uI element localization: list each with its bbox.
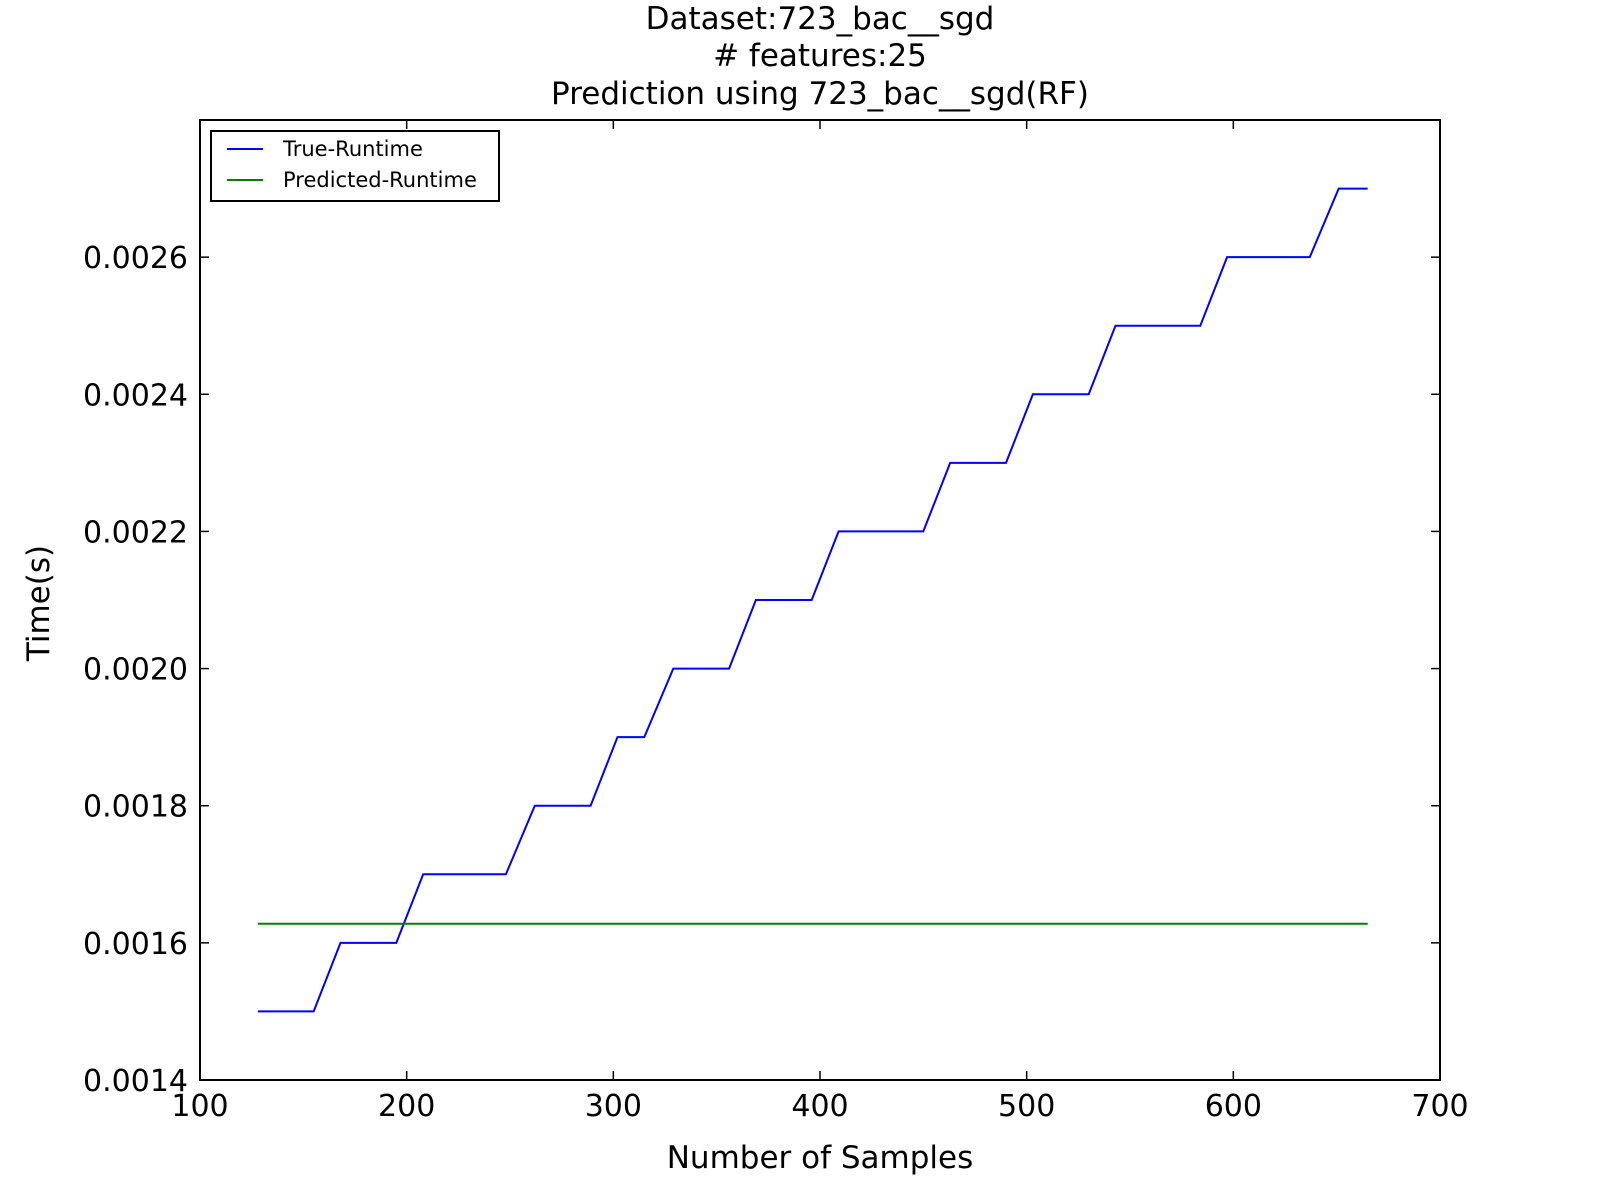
y-axis-ticks: 0.0014 0.0016 0.0018 0.0020 0.0022 0.0024 0.00… — [83, 241, 1440, 1099]
y-tick-label: 0.0024 — [83, 378, 188, 413]
x-tick-label: 300 — [585, 1089, 642, 1124]
x-tick-label: 600 — [1205, 1089, 1262, 1124]
legend: True-Runtime Predicted-Runtime — [210, 130, 500, 202]
x-axis-label: Number of Samples — [667, 1140, 974, 1176]
x-tick-label: 500 — [998, 1089, 1055, 1124]
chart-title-line-3: Prediction using 723_bac__sgd(RF) — [551, 76, 1089, 112]
y-tick-label: 0.0016 — [83, 927, 188, 962]
y-tick-label: 0.0018 — [83, 790, 188, 825]
x-tick-label: 200 — [378, 1089, 435, 1124]
y-tick-label: 0.0026 — [83, 241, 188, 276]
chart-title-line-1: Dataset:723_bac__sgd — [646, 1, 995, 37]
x-axis-ticks: 100 200 300 400 500 600 700 — [171, 120, 1469, 1124]
series-line-true-runtime — [257, 187, 1368, 1013]
plot-frame — [199, 119, 1441, 1081]
plot-area — [257, 187, 1368, 1013]
x-tick-label: 400 — [791, 1089, 848, 1124]
x-tick-label: 700 — [1411, 1089, 1468, 1124]
legend-label: True-Runtime — [282, 137, 423, 161]
y-axis-label: Time(s) — [21, 545, 57, 662]
legend-label: Predicted-Runtime — [283, 168, 477, 192]
y-tick-label: 0.0020 — [83, 653, 188, 688]
y-tick-label: 0.0022 — [83, 515, 188, 550]
chart-title-line-2: # features:25 — [713, 38, 927, 74]
legend-box — [210, 130, 500, 202]
y-tick-label: 0.0014 — [83, 1064, 188, 1099]
x-tick-label: 100 — [171, 1089, 228, 1124]
